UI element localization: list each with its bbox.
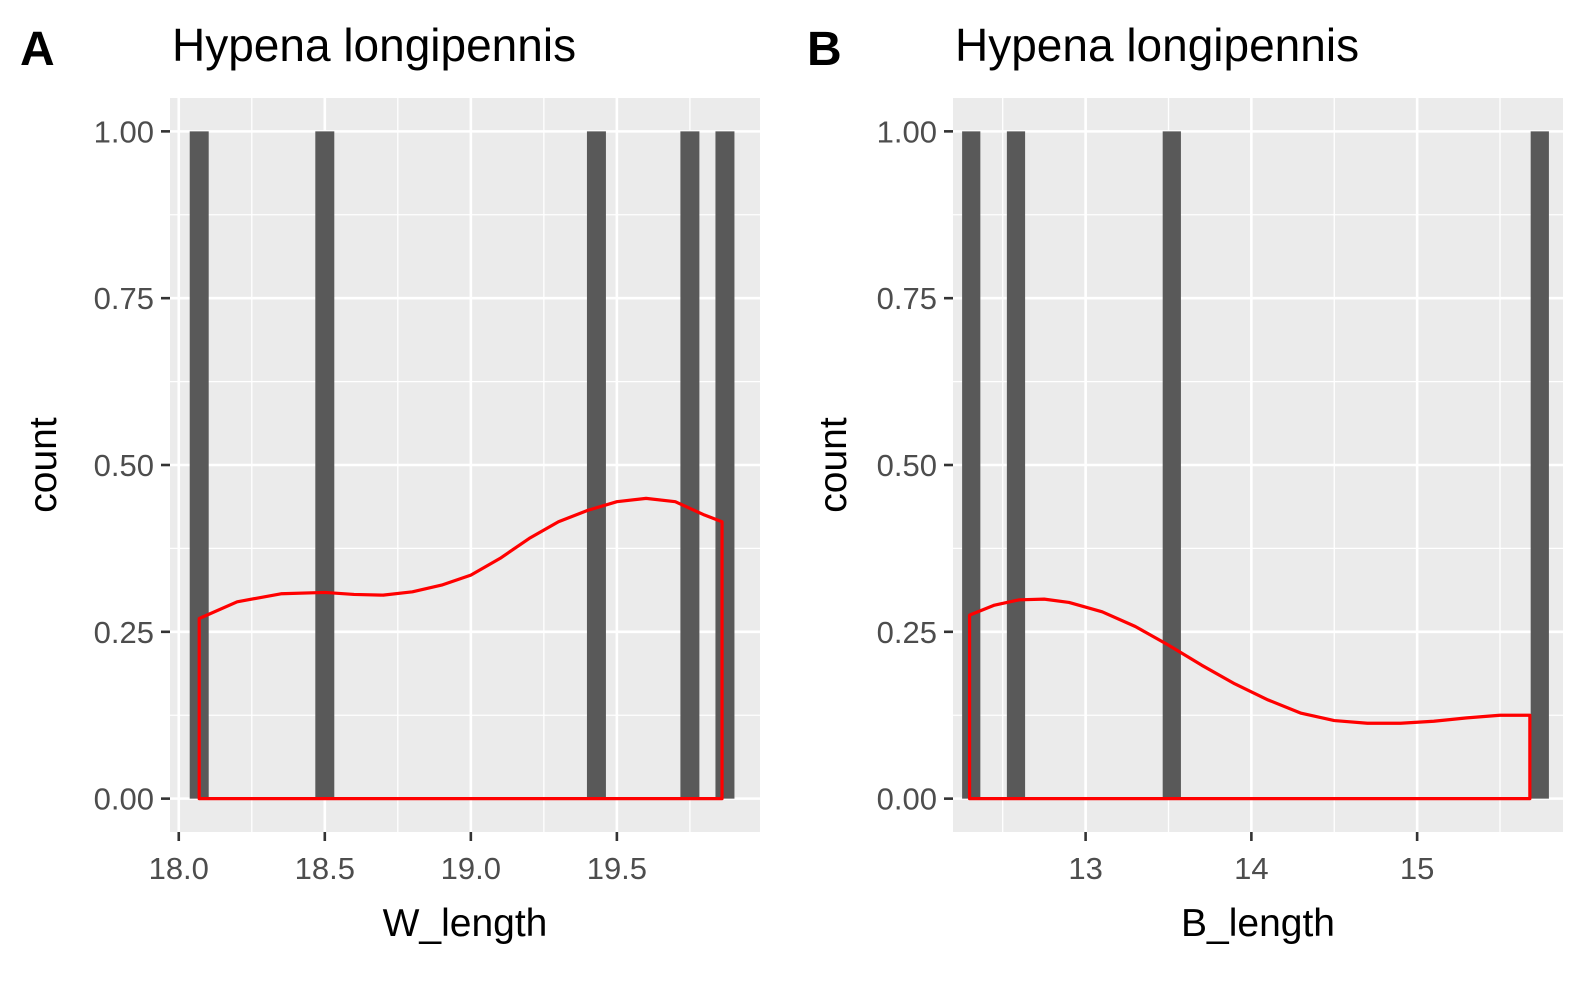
y-tick-label: 0.00: [94, 782, 154, 817]
chart-panel-a: A Hypena longipennis 0.00 0.25 0.50 0.75 1.0…: [0, 0, 790, 984]
density-curve: [197, 496, 724, 801]
chart-panel-b: B Hypena longipennis 0.00 0.25 0.50 0.75 1.0…: [790, 0, 1593, 984]
x-tick-label: 13: [1068, 851, 1102, 886]
y-axis-title: count: [22, 417, 65, 513]
x-tick-label: 15: [1400, 851, 1434, 886]
histogram-bar: [680, 131, 700, 799]
x-tick-label: 18.5: [295, 851, 355, 886]
y-tick-label: 0.50: [94, 448, 154, 483]
panel-label: A: [20, 23, 55, 76]
x-tick-label: 18.0: [149, 851, 209, 886]
x-axis-title: B_length: [1181, 902, 1335, 945]
histogram-bar: [1006, 131, 1026, 799]
y-tick-label: 0.25: [877, 615, 937, 650]
y-tick-label: 1.00: [94, 114, 154, 149]
y-tick-label: 0.75: [94, 281, 154, 316]
y-tick-label: 1.00: [877, 114, 937, 149]
x-tick-label: 19.0: [441, 851, 501, 886]
histogram-bar: [189, 131, 209, 799]
histogram-bar: [315, 131, 335, 799]
histogram-bar: [962, 131, 981, 799]
x-tick-label: 19.5: [587, 851, 647, 886]
y-tick-label: 0.00: [877, 782, 937, 817]
histogram-bar: [586, 131, 606, 799]
chart-title: Hypena longipennis: [955, 19, 1360, 71]
y-tick-label: 0.75: [877, 281, 937, 316]
histogram-bar: [1530, 131, 1549, 799]
histogram-bar: [1162, 131, 1181, 799]
density-curve: [967, 597, 1532, 801]
y-axis-title: count: [812, 417, 855, 513]
x-axis-title: W_length: [383, 902, 548, 945]
x-tick-label: 14: [1234, 851, 1268, 886]
panel-label: B: [807, 23, 842, 76]
histogram-plot-b-length: 0.00 0.25 0.50 0.75 1.00 13 14 15 B_length count: [812, 98, 1563, 945]
y-tick-label: 0.25: [94, 615, 154, 650]
histogram-bar: [715, 131, 735, 799]
y-tick-label: 0.50: [877, 448, 937, 483]
chart-title: Hypena longipennis: [172, 19, 577, 71]
histogram-plot-w-length: 0.00 0.25 0.50 0.75 1.00 18.0 18.5 19.0 19.5 W_le…: [22, 98, 760, 945]
